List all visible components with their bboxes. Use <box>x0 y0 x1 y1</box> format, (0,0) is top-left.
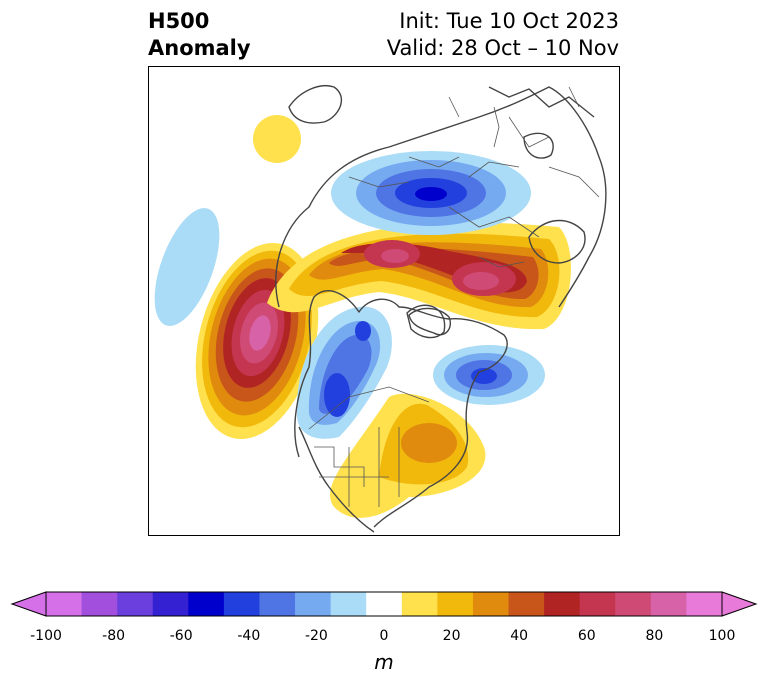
negative-anomaly-siberia <box>331 151 531 235</box>
coastlines <box>275 85 607 533</box>
contour-30 <box>401 423 457 463</box>
colorbar-tick-label: 40 <box>510 628 529 644</box>
eurasia-borders <box>348 116 600 268</box>
colorbar-outline <box>45 591 723 617</box>
colorbar-under-triangle <box>10 591 47 617</box>
colorbar-cell <box>508 592 545 616</box>
colorbar-unit-label: m <box>374 650 394 674</box>
contour-neg40 <box>324 373 350 417</box>
colorbar-cell <box>437 592 474 616</box>
colorbar-cell <box>46 592 83 616</box>
negative-anomaly-western-canada <box>296 306 392 439</box>
colorbar-cells <box>46 592 723 616</box>
contour-70-west <box>381 249 409 263</box>
anomaly-map <box>148 66 620 536</box>
contour-80 <box>249 315 271 351</box>
colorbar-cell <box>472 592 510 616</box>
valid-period-label: Valid: 28 Oct – 10 Nov <box>386 36 619 60</box>
colorbar-cell <box>366 592 403 616</box>
colorbar-tick-label: 60 <box>577 628 596 644</box>
colorbar-tick-label: -60 <box>169 628 193 644</box>
colorbar-cell <box>223 592 260 616</box>
colorbar <box>10 591 758 617</box>
positive-anomaly-kamchatka <box>253 115 301 163</box>
us-west-coast <box>298 426 375 533</box>
colorbar-cell <box>259 592 296 616</box>
us-state-lines <box>314 427 400 507</box>
colorbar-cell <box>295 592 332 616</box>
colorbar-tick-label: 0 <box>379 628 389 644</box>
negative-anomaly-north-atlantic <box>433 345 545 405</box>
colorbar-cell <box>152 592 189 616</box>
china-coast <box>488 86 595 118</box>
colorbar-tick-label: 20 <box>442 628 461 644</box>
contour-70-east <box>463 272 499 290</box>
colorbar-tick-label: -20 <box>304 628 328 644</box>
contour-neg50 <box>415 187 447 201</box>
colorbar-cell <box>615 592 652 616</box>
colorbar-cell <box>81 592 118 616</box>
contour-neg40 <box>471 368 497 384</box>
colorbar-cell <box>330 592 367 616</box>
colorbar-tick-label: -100 <box>30 628 62 644</box>
east-asia-borders <box>448 86 580 148</box>
caspian-region <box>528 219 586 264</box>
title-field-name: H500 <box>148 9 210 33</box>
contour-neg40-north <box>355 321 371 341</box>
colorbar-cell <box>188 592 225 616</box>
colorbar-cell <box>579 592 616 616</box>
positive-anomaly-eastern-us <box>330 393 486 518</box>
colorbar-tick-label: -80 <box>102 628 126 644</box>
north-america-coast <box>294 290 508 528</box>
colorbar-cell <box>686 592 723 616</box>
title-left: H500 Anomaly <box>148 8 251 62</box>
greenland-west-coast <box>406 304 446 339</box>
hudson-bay-coast <box>408 307 451 336</box>
colorbar-cell <box>544 592 581 616</box>
init-date-label: Init: Tue 10 Oct 2023 <box>399 9 619 33</box>
eurasia-coast <box>275 86 607 308</box>
title-right: Init: Tue 10 Oct 2023 Valid: 28 Oct – 10… <box>387 8 619 62</box>
lake-baikal-region <box>523 132 554 159</box>
colorbar-tick-label: -40 <box>237 628 261 644</box>
colorbar-tick-label: 100 <box>708 628 736 644</box>
colorbar-tick-label: 80 <box>645 628 664 644</box>
colorbar-cell <box>401 592 438 616</box>
kamchatka-coast <box>288 85 343 124</box>
colorbar-over-triangle <box>721 591 758 617</box>
colorbar-cell <box>650 592 687 616</box>
negative-anomaly-east-pacific <box>154 208 220 326</box>
title-field-type: Anomaly <box>148 36 251 60</box>
map-svg <box>154 85 607 533</box>
country-borders <box>308 86 600 507</box>
colorbar-cell <box>117 592 154 616</box>
us-canada-border <box>308 386 430 430</box>
